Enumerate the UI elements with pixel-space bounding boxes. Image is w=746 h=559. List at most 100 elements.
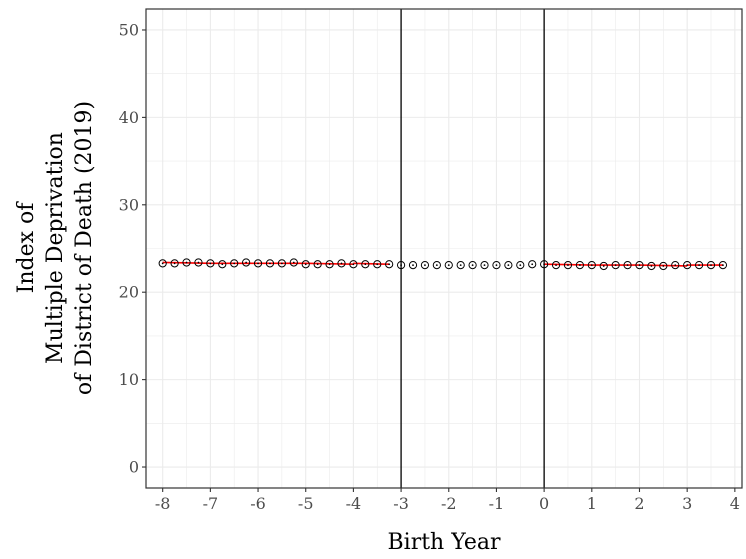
x-axis: -8 -7 -6 -5 -4 -3 -2 -1 0 1 2 3 4 bbox=[155, 488, 740, 513]
data-point-center bbox=[602, 265, 605, 267]
data-point-ring bbox=[373, 260, 382, 269]
x-tick-label: -8 bbox=[155, 494, 171, 513]
data-point-ring bbox=[635, 261, 644, 270]
data-point-ring bbox=[504, 261, 513, 270]
y-axis-title-line-1: Index of bbox=[14, 201, 39, 294]
data-point bbox=[337, 259, 346, 268]
y-axis-title-line-2: Multiple Deprivation bbox=[43, 132, 68, 364]
data-point-ring bbox=[671, 261, 680, 270]
data-point-ring bbox=[694, 261, 704, 270]
y-axis-title-line-3: of District of Death (2019) bbox=[72, 101, 97, 395]
data-point bbox=[325, 260, 334, 269]
data-point-ring bbox=[218, 260, 227, 269]
data-point-center bbox=[376, 263, 379, 266]
y-tick-label: 40 bbox=[119, 108, 139, 127]
data-point bbox=[373, 260, 382, 269]
data-point-center bbox=[340, 262, 343, 265]
data-point-ring bbox=[361, 260, 370, 269]
data-point-ring bbox=[170, 259, 179, 268]
data-point-ring bbox=[563, 261, 573, 270]
data-point-ring bbox=[230, 259, 239, 268]
data-point bbox=[170, 259, 179, 268]
data-point-center bbox=[412, 264, 414, 267]
data-point-center bbox=[173, 262, 176, 265]
data-point-ring bbox=[349, 260, 358, 269]
data-point-center bbox=[543, 263, 546, 266]
x-tick-label: -2 bbox=[441, 494, 457, 513]
data-point-center bbox=[531, 263, 534, 266]
data-point-center bbox=[328, 263, 331, 266]
data-point-center bbox=[352, 263, 355, 266]
data-point-ring bbox=[194, 258, 203, 267]
minor-gridlines bbox=[146, 9, 742, 488]
data-point-center bbox=[245, 261, 248, 264]
x-tick-label: -4 bbox=[346, 494, 362, 513]
y-tick-label: 50 bbox=[119, 20, 139, 39]
data-point-center bbox=[292, 261, 295, 264]
data-point-center bbox=[316, 263, 319, 266]
data-point-ring bbox=[480, 261, 489, 270]
data-point-center bbox=[495, 264, 498, 267]
data-point bbox=[563, 261, 573, 270]
data-point-ring bbox=[206, 259, 215, 268]
data-point-ring bbox=[432, 261, 441, 270]
data-point-center bbox=[280, 262, 283, 265]
data-point-center bbox=[388, 263, 391, 266]
data-point bbox=[432, 261, 441, 270]
data-point bbox=[194, 258, 203, 267]
data-point-ring bbox=[575, 261, 584, 270]
data-point-center bbox=[269, 262, 271, 265]
data-point-center bbox=[555, 264, 557, 267]
x-tick-label: 1 bbox=[587, 494, 597, 513]
data-point bbox=[206, 259, 215, 268]
data-point bbox=[182, 258, 191, 267]
data-point bbox=[575, 261, 584, 270]
data-point-center bbox=[722, 264, 724, 267]
data-point bbox=[516, 261, 525, 270]
data-point bbox=[444, 261, 453, 270]
data-point-center bbox=[614, 264, 617, 267]
data-point-center bbox=[257, 262, 259, 265]
data-point-center bbox=[471, 264, 474, 267]
data-point bbox=[289, 258, 298, 267]
data-point-ring bbox=[444, 261, 453, 270]
data-point-center bbox=[674, 264, 677, 267]
data-point-center bbox=[424, 264, 426, 267]
x-tick-label: 4 bbox=[730, 494, 740, 513]
data-points bbox=[158, 258, 728, 271]
data-point-ring bbox=[408, 261, 418, 270]
data-point bbox=[623, 261, 632, 270]
data-point bbox=[218, 260, 227, 269]
y-tick-label: 30 bbox=[119, 195, 139, 214]
data-point bbox=[635, 261, 644, 270]
data-point bbox=[551, 261, 561, 270]
data-point-center bbox=[519, 264, 522, 267]
data-point-ring bbox=[158, 259, 167, 268]
data-point-ring bbox=[456, 261, 465, 270]
data-point bbox=[671, 261, 680, 270]
data-point-ring bbox=[289, 258, 298, 267]
data-point bbox=[599, 261, 608, 271]
data-point-center bbox=[221, 263, 224, 266]
data-point-center bbox=[710, 264, 712, 267]
data-point-center bbox=[400, 264, 402, 267]
data-point-ring bbox=[659, 261, 668, 271]
data-point-ring bbox=[599, 261, 608, 271]
data-point bbox=[349, 260, 358, 269]
data-point bbox=[313, 260, 322, 269]
data-point-center bbox=[662, 265, 665, 267]
x-axis-title: Birth Year bbox=[388, 530, 501, 555]
y-axis-title: Index of Multiple Deprivation of Distric… bbox=[14, 101, 97, 395]
data-point-ring bbox=[611, 261, 620, 270]
data-point-ring bbox=[647, 261, 656, 271]
y-tick-label: 10 bbox=[119, 370, 139, 389]
data-point-center bbox=[483, 264, 486, 267]
data-point-ring bbox=[492, 261, 501, 270]
data-point bbox=[718, 261, 728, 270]
data-point-center bbox=[686, 264, 689, 267]
data-point-ring bbox=[683, 261, 692, 270]
data-point bbox=[540, 260, 549, 269]
data-point-ring bbox=[623, 261, 632, 270]
data-point bbox=[408, 261, 418, 270]
reference-lines bbox=[400, 9, 545, 488]
